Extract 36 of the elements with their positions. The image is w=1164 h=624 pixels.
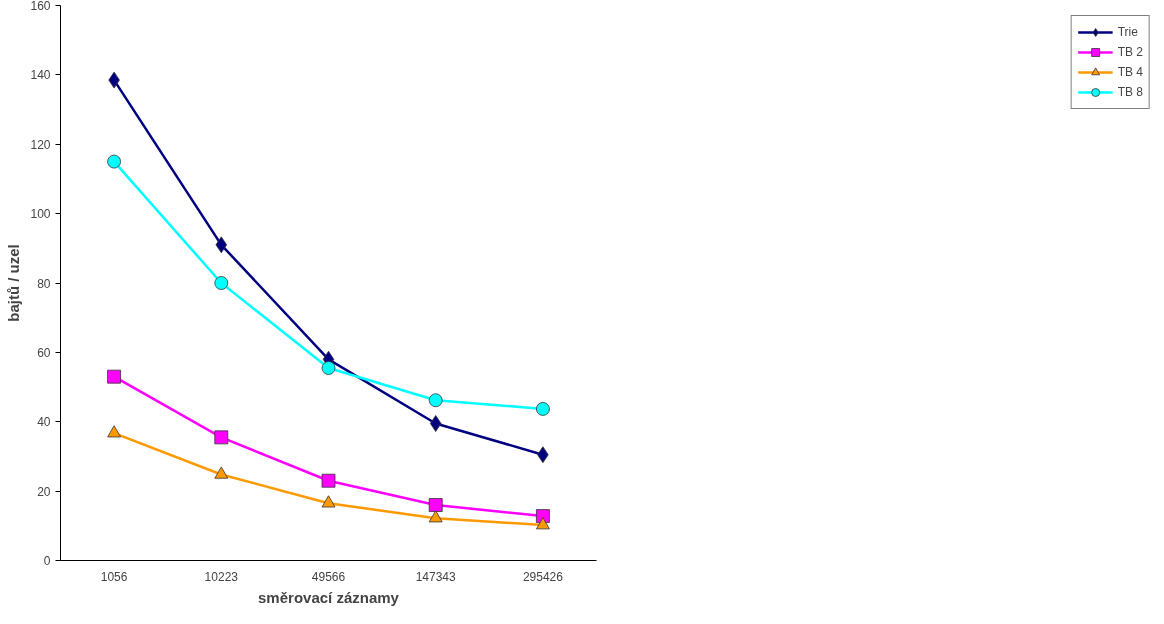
point: [107, 154, 121, 169]
point: [107, 425, 121, 438]
point: [429, 415, 442, 432]
x-tick-label: 147343: [415, 569, 457, 584]
point: [107, 369, 121, 384]
point: [215, 236, 228, 254]
legend-label: Trie: [1117, 25, 1138, 39]
point: [428, 498, 443, 512]
y-tick-label: 0: [43, 554, 51, 568]
y-tick-label: 160: [30, 0, 51, 13]
legend-label: TB 2: [1117, 45, 1143, 59]
y-tick-label: 40: [37, 415, 51, 430]
point: [321, 473, 336, 488]
y-tick-label: 100: [30, 207, 51, 222]
y-axis-title: bajtů / uzel: [5, 244, 23, 322]
y-tick-label: 120: [30, 137, 51, 152]
y-tick-label: 80: [37, 276, 51, 291]
point: [321, 495, 336, 508]
point: [536, 402, 550, 416]
legend-label: TB 4: [1117, 65, 1143, 79]
point: [428, 510, 443, 523]
x-tick-label: 1056: [100, 569, 128, 584]
point: [214, 466, 229, 479]
point: [321, 361, 336, 375]
legend-label: TB 8: [1117, 85, 1143, 99]
point: [214, 276, 229, 290]
y-tick-label: 20: [37, 484, 51, 499]
point: [536, 517, 550, 530]
point: [428, 393, 443, 408]
x-tick-label: 295426: [522, 569, 564, 584]
x-axis-title: směrovací záznamy: [258, 588, 400, 606]
point: [214, 430, 229, 445]
x-tick-label: 10223: [204, 569, 239, 584]
y-tick-label: 140: [30, 68, 51, 83]
y-tick-label: 60: [37, 345, 51, 360]
x-tick-label: 49566: [311, 569, 346, 584]
